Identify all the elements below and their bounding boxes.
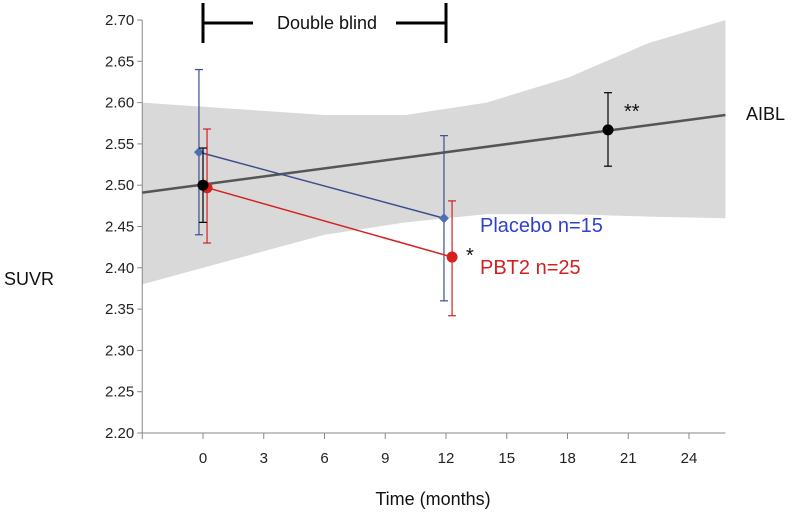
legend-placebo: Placebo n=15 — [480, 215, 603, 237]
x-tick-label: 21 — [620, 450, 637, 467]
data-point — [446, 251, 458, 263]
y-tick-label: 2.40 — [105, 260, 134, 277]
x-tick-label: 0 — [199, 450, 207, 467]
pbt2-significance: * — [466, 245, 474, 267]
double-blind-label: Double blind — [277, 13, 377, 33]
confidence-band — [142, 20, 726, 285]
y-tick-label: 2.30 — [105, 342, 134, 359]
x-tick-label: 12 — [438, 450, 455, 467]
data-point — [193, 147, 204, 158]
series-line-0 — [198, 151, 445, 219]
y-tick-label: 2.35 — [105, 301, 134, 318]
y-tick-label: 2.60 — [105, 95, 134, 112]
data-point — [438, 213, 449, 224]
legend-pbt2: PBT2 n=25 — [480, 257, 581, 279]
legend-aibl: AIBL — [746, 104, 785, 124]
y-tick-label: 2.50 — [105, 177, 134, 194]
y-tick-label: 2.65 — [105, 53, 134, 70]
y-tick-label: 2.20 — [105, 425, 134, 442]
y-tick-label: 2.55 — [105, 136, 134, 153]
x-tick-label: 15 — [498, 450, 515, 467]
x-axis-label: Time (months) — [375, 489, 490, 509]
x-tick-label: 18 — [559, 450, 576, 467]
y-tick-label: 2.70 — [105, 12, 134, 29]
aibl-trend-line — [142, 113, 726, 194]
series-line-1 — [206, 186, 453, 258]
data-point — [602, 124, 614, 136]
data-point — [197, 179, 209, 191]
x-tick-label: 6 — [320, 450, 328, 467]
x-tick-label: 9 — [381, 450, 389, 467]
y-axis-label: SUVR — [4, 269, 54, 289]
y-tick-label: 2.25 — [105, 384, 134, 401]
aibl-significance: ** — [624, 101, 640, 123]
x-tick-label: 24 — [681, 450, 698, 467]
y-tick-label: 2.45 — [105, 219, 134, 236]
x-tick-label: 3 — [260, 450, 268, 467]
